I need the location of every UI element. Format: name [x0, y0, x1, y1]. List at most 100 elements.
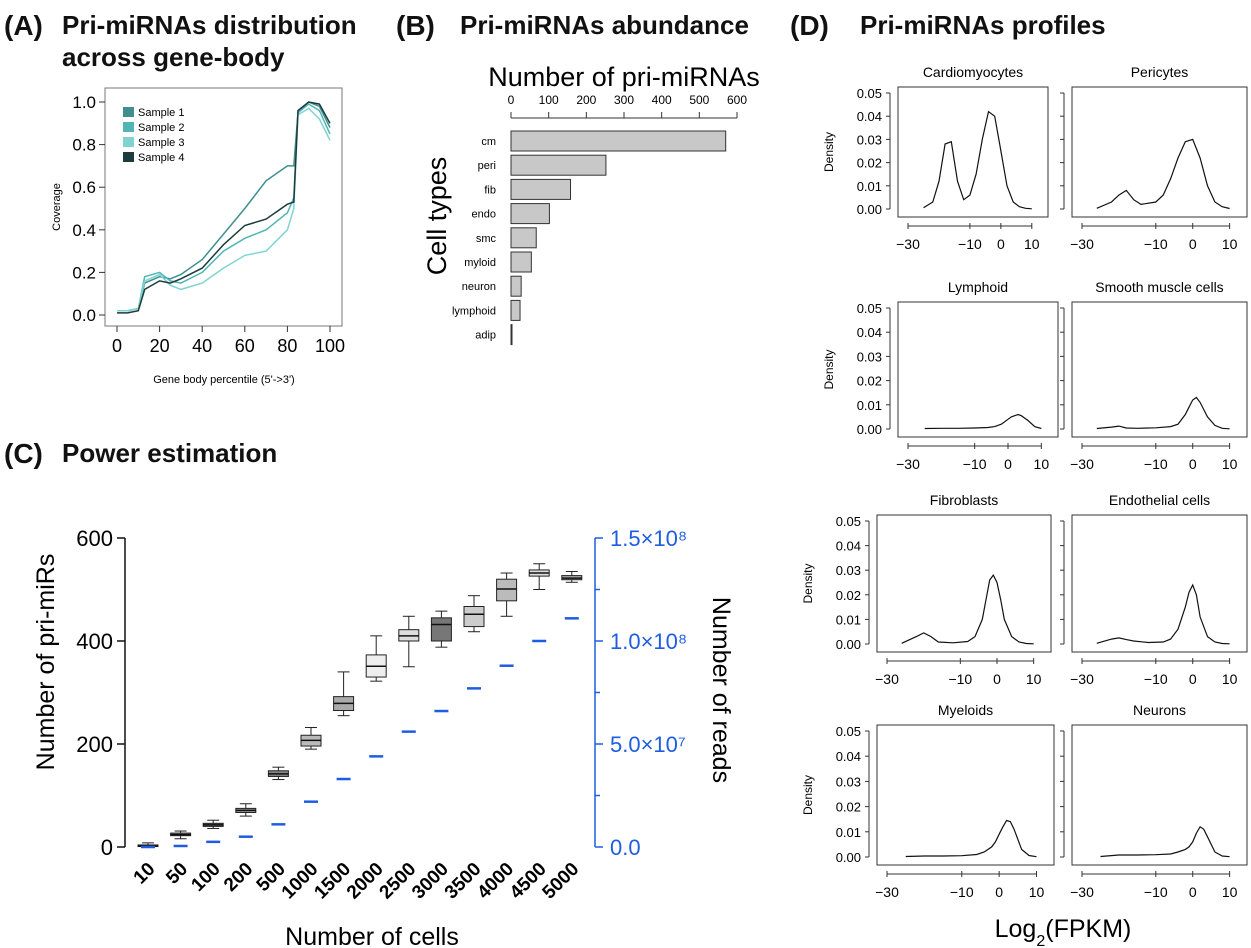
- panel-d-y-tick-label: 0.03: [836, 774, 861, 789]
- panel-b-bar: [510, 178, 572, 200]
- panel-c-x-tick-label: 3500: [441, 859, 486, 904]
- panel-d-y-tick-label: 0.00: [857, 422, 882, 437]
- panel-b-category-label: neuron: [462, 281, 496, 293]
- panel-a-chart: 0 20 40 60 80 100 0.0 0.2 0.4 0.6 0.8 1.0 Gene body …: [51, 87, 345, 386]
- panel-d-y-tick-label: 0.02: [836, 800, 861, 815]
- panel-d-x-tick-label: 0: [1189, 671, 1197, 687]
- panel-b-x-tick-label: 200: [576, 93, 596, 107]
- panel-a-x-tick-label: 80: [277, 336, 297, 356]
- panel-d-y-axis-label: Density: [822, 349, 836, 389]
- panel-b-category-label: peri: [478, 160, 496, 172]
- panel-d-y-tick-label: 0.01: [857, 179, 882, 194]
- panel-d-y-tick-label: 0.02: [857, 156, 882, 171]
- panel-c-x-tick-label: 10: [130, 859, 160, 889]
- panel-c-box: [496, 578, 518, 602]
- panel-b-bar: [510, 154, 607, 176]
- panel-d-x-tick-label: −30: [1070, 671, 1094, 687]
- panel-c-x-tick-label: 3000: [408, 859, 453, 904]
- panel-d-y-tick-label: 0.04: [857, 109, 882, 124]
- panel-d-subplot-title: Neurons: [1133, 702, 1186, 718]
- panel-b-bar: [510, 130, 727, 152]
- panel-b-category-label: myloid: [464, 257, 496, 269]
- panel-c-x-tick-label: 4500: [506, 859, 551, 904]
- panel-c-x-tick-label: 50: [162, 859, 192, 889]
- panel-c-right-tick-label: 1.5×10⁸: [610, 526, 687, 551]
- panel-c-left-tick-label: 600: [76, 526, 113, 551]
- panel-d-subplot: Fibroblasts −30 −10 0 10 0.00 0.01 0.02 0.03 0.04…: [801, 492, 1052, 687]
- panel-a-title-line2: across gene-body: [62, 42, 285, 72]
- panel-d-y-tick-label: 0.04: [836, 749, 861, 764]
- panel-b-bar: [510, 203, 550, 225]
- panel-c-right-tick-label: 0.0: [610, 835, 641, 860]
- panel-d-x-tick-label: 0: [1189, 456, 1197, 472]
- panel-b-y-axis-label: Cell types: [422, 157, 452, 276]
- panel-a-y-tick-label: 0.6: [72, 178, 96, 197]
- panel-d-label: (D): [790, 10, 829, 41]
- panel-c-left-tick-label: 400: [76, 629, 113, 654]
- panel-a-y-tick-label: 0.0: [72, 306, 96, 325]
- panel-d-x-tick-label: −30: [1070, 236, 1094, 252]
- panel-d-y-axis-label: Density: [801, 563, 815, 603]
- panel-d-subplot-title: Fibroblasts: [930, 492, 998, 508]
- panel-a-x-tick-label: 100: [315, 336, 345, 356]
- panel-b-category-label: endo: [472, 209, 496, 221]
- panel-d-x-tick-label: −30: [1070, 884, 1094, 900]
- panel-d-subplot-title: Smooth muscle cells: [1095, 279, 1223, 295]
- panel-d-y-tick-label: 0.03: [836, 563, 861, 578]
- panel-d-x-tick-label: −10: [1144, 671, 1168, 687]
- panel-a-frame: [104, 87, 343, 327]
- panel-d-y-axis-label: Density: [822, 132, 836, 172]
- panel-a-x-axis-label: Gene body percentile (5'->3'): [153, 374, 294, 386]
- panel-c-x-tick-label: 2500: [376, 859, 421, 904]
- panel-d-subplot: Lymphoid −30 −10 0 10 0.00 0.01 0.02 0.03 0.04 0.0…: [822, 279, 1059, 472]
- panel-d-density-line: [923, 110, 1032, 210]
- panel-a-y-tick-label: 0.4: [72, 221, 96, 240]
- panel-b-chart-title: Number of pri-miRNAs: [488, 62, 760, 92]
- panel-b-x-tick-label: 300: [614, 93, 634, 107]
- panel-d-subplot-frame: [1071, 86, 1248, 218]
- panel-d-x-tick-label: 10: [1222, 456, 1238, 472]
- panel-a-x-tick-label: 40: [192, 336, 212, 356]
- panel-d-y-tick-label: 0.05: [836, 724, 861, 739]
- panel-b-x-tick-label: 500: [689, 93, 709, 107]
- panel-c-label: (C): [4, 438, 43, 469]
- panel-b-x-tick-label: 400: [652, 93, 672, 107]
- panel-d-y-tick-label: 0.05: [836, 514, 861, 529]
- panel-d-x-tick-label: 0: [1189, 884, 1197, 900]
- panel-d-density-line: [1100, 825, 1230, 858]
- panel-b-category-label: adip: [475, 330, 496, 342]
- panel-d-x-tick-label: −10: [1144, 236, 1168, 252]
- panel-a-y-tick-label: 0.8: [72, 136, 96, 155]
- panel-d-subplot-frame: [876, 724, 1055, 866]
- panel-a-y-tick-label: 0.2: [72, 263, 96, 282]
- panel-d-x-tick-label: −30: [875, 884, 899, 900]
- panel-b-bar: [510, 324, 513, 346]
- panel-a-legend-label: Sample 3: [138, 137, 184, 149]
- panel-d-subplot-frame: [1071, 301, 1248, 438]
- panel-a-legend-swatch: [123, 122, 134, 132]
- panel-d-density-line: [924, 413, 1042, 430]
- panel-c-title: Power estimation: [62, 438, 278, 468]
- panel-d-subplot-frame: [897, 301, 1059, 438]
- panel-a-y-tick-label: 1.0: [72, 93, 96, 112]
- panel-d-subplot-frame: [1071, 514, 1248, 653]
- panel-b-x-tick-label: 0: [508, 93, 515, 107]
- panel-d-x-tick-label: 0: [993, 671, 1001, 687]
- panel-d-x-tick-label: −30: [896, 456, 920, 472]
- panel-d-x-tick-label: 10: [1026, 671, 1042, 687]
- panel-d-y-tick-label: 0.03: [857, 132, 882, 147]
- panel-d-subplot-title: Cardiomyocytes: [923, 64, 1023, 80]
- panel-d-subplot-frame: [897, 86, 1049, 218]
- panel-a-x-tick-label: 20: [150, 336, 170, 356]
- panel-a-y-axis-label: Coverage: [51, 183, 63, 231]
- panel-a-series-line: [117, 101, 331, 314]
- panel-d-y-tick-label: 0.05: [857, 301, 882, 316]
- panel-b-bar: [510, 227, 537, 249]
- panel-a-series-line: [117, 107, 331, 312]
- panel-d-density-line: [1096, 138, 1230, 210]
- panel-b-bar: [510, 275, 522, 297]
- panel-c-x-tick-label: 200: [220, 859, 257, 896]
- panel-d-density-line: [901, 573, 1034, 645]
- panel-d-x-tick-label: −10: [1144, 884, 1168, 900]
